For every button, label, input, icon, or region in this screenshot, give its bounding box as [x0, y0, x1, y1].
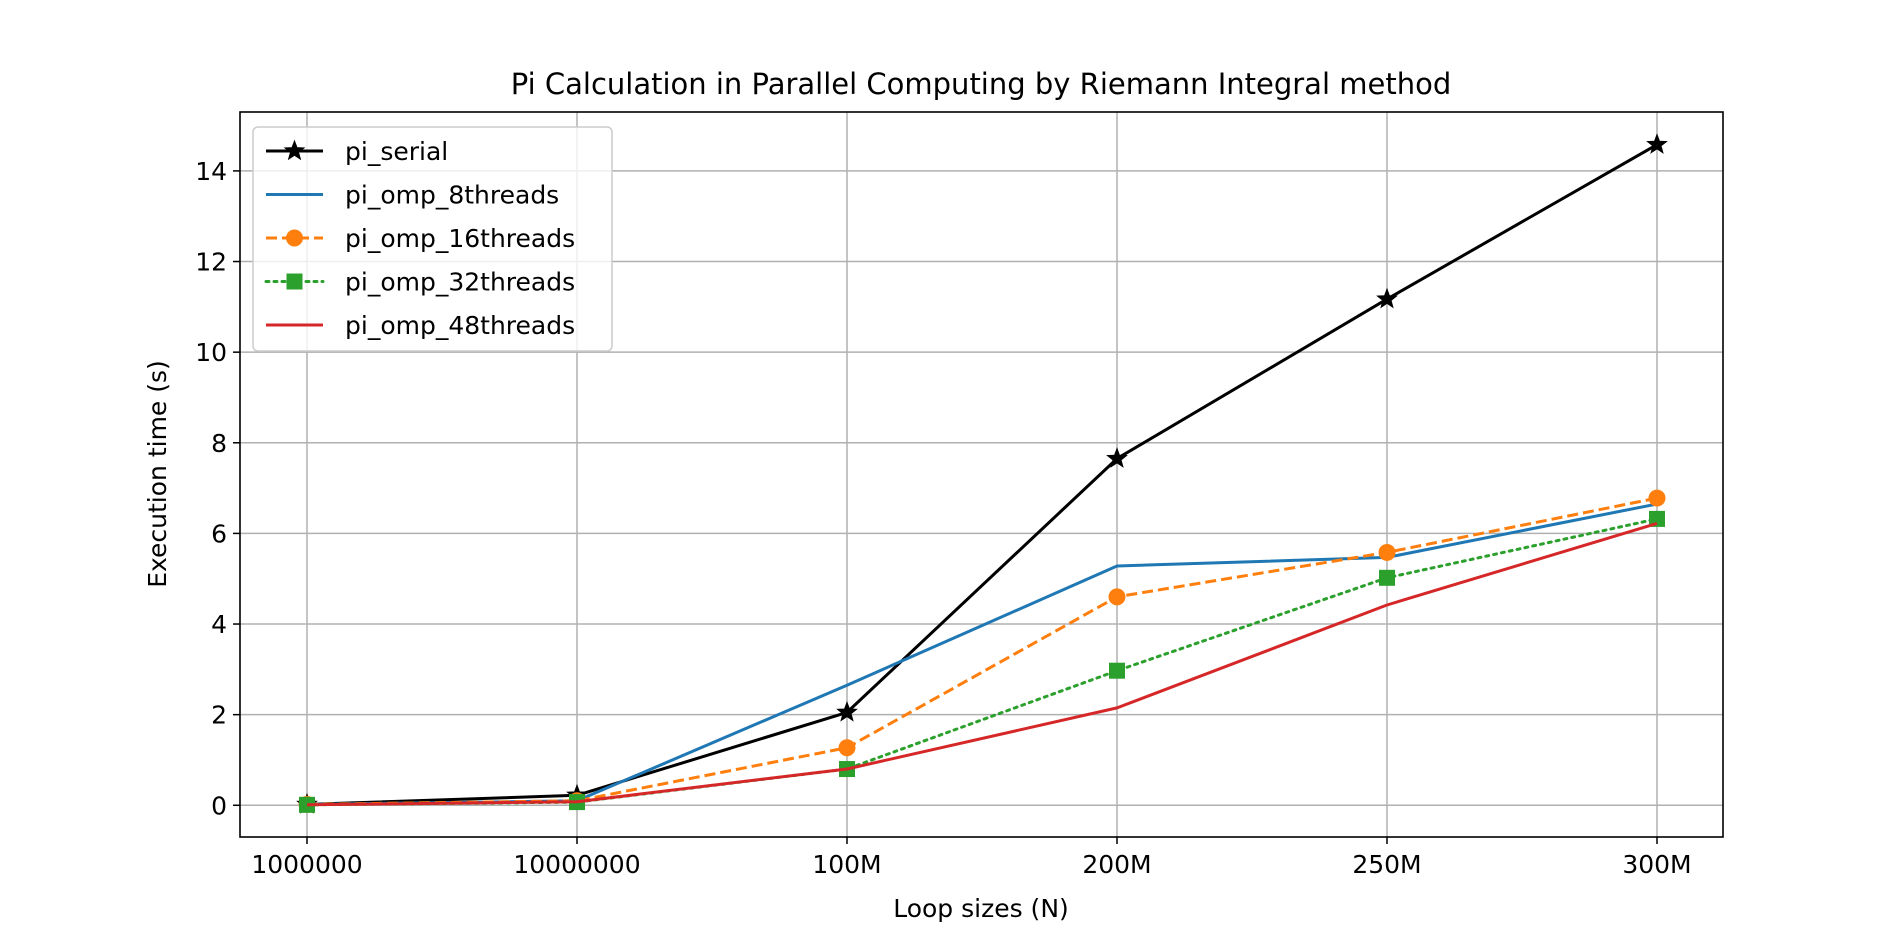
data-point	[1106, 447, 1128, 468]
x-tick-label: 1000000	[251, 850, 362, 879]
data-point	[1649, 510, 1665, 527]
y-tick-label: 6	[211, 519, 227, 548]
legend-marker	[286, 229, 303, 247]
data-point	[1379, 569, 1395, 586]
legend: pi_serial pi_omp_8threads pi_omp_16threads…	[252, 126, 613, 352]
x-tick-label: 250M	[1352, 850, 1421, 879]
series-group	[296, 133, 1668, 814]
legend-label: pi_omp_8threads	[345, 181, 559, 210]
series-line	[306, 521, 1658, 807]
legend-label: pi_omp_16threads	[345, 224, 575, 253]
y-tick-label: 0	[211, 791, 227, 820]
series-line	[306, 143, 1658, 806]
series-pi_omp_48threads	[306, 521, 1658, 807]
x-tick-label: 200M	[1082, 850, 1151, 879]
y-tick-label: 8	[211, 429, 227, 458]
y-tick-label: 10	[195, 338, 227, 367]
legend-marker	[286, 273, 303, 290]
data-point	[838, 739, 856, 757]
legend-entries: pi_serial pi_omp_8threads pi_omp_16threads…	[264, 137, 575, 340]
legend-item: pi_omp_48threads	[266, 311, 575, 340]
x-tick-label: 300M	[1622, 850, 1691, 879]
legend-item: pi_omp_16threads	[266, 224, 575, 253]
legend-box	[252, 126, 613, 352]
data-point	[1378, 543, 1396, 561]
y-tick-label: 14	[195, 157, 227, 186]
x-tick-label: 100M	[812, 850, 881, 879]
legend-item: pi_serial	[266, 137, 448, 166]
y-tick-label: 2	[211, 701, 227, 730]
legend-item: pi_omp_32threads	[264, 268, 575, 297]
y-axis-label: Execution time (s)	[143, 360, 172, 588]
data-point	[1109, 662, 1125, 679]
data-point	[1646, 133, 1668, 154]
legend-marker	[283, 139, 306, 161]
data-point	[1648, 489, 1666, 507]
data-point	[1108, 588, 1126, 606]
x-axis-label: Loop sizes (N)	[893, 894, 1069, 923]
data-point	[1376, 287, 1398, 309]
data-point	[299, 796, 315, 813]
y-tick-label: 12	[195, 248, 227, 277]
legend-label: pi_omp_48threads	[345, 311, 575, 340]
legend-label: pi_serial	[345, 137, 448, 166]
chart-title: Pi Calculation in Parallel Computing by …	[511, 67, 1451, 101]
y-tick-label: 4	[211, 610, 227, 639]
axis-ticks: 1000000 10000000 100M 200M 250M 300M 0 2 4 6 8 10 12…	[195, 157, 1691, 879]
legend-item: pi_omp_8threads	[266, 181, 559, 210]
data-point	[836, 700, 858, 722]
x-tick-label: 10000000	[513, 850, 640, 879]
legend-label: pi_omp_32threads	[345, 268, 575, 297]
plot-frame	[239, 111, 1724, 838]
